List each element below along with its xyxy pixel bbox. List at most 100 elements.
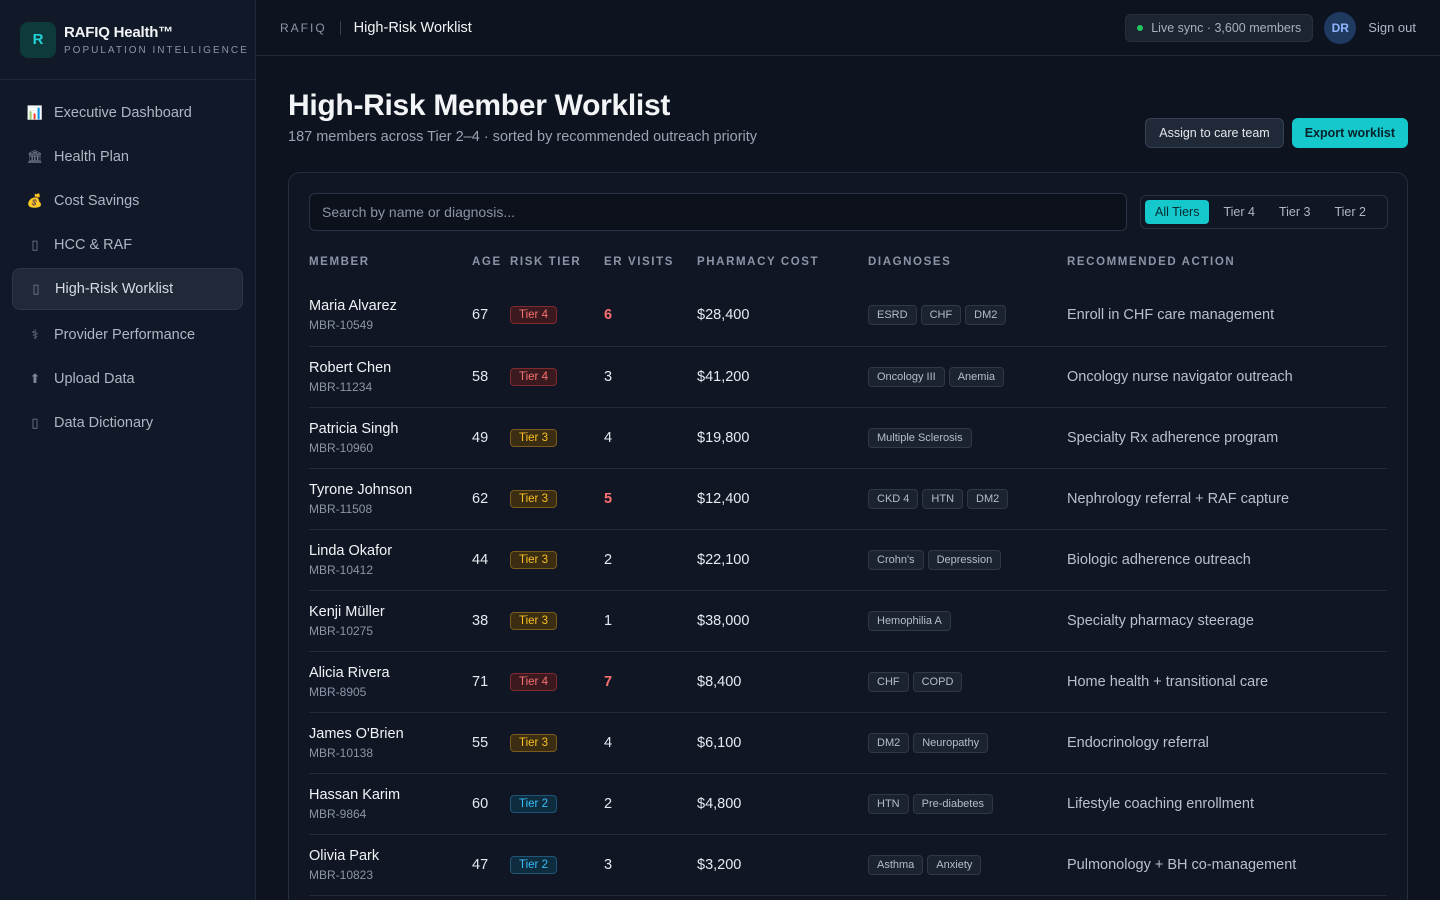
diagnosis-tag: CHF	[868, 671, 909, 692]
table-row[interactable]: Hassan Karim MBR-9864 60 Tier 2 2 $4,800 HTN Pr…	[309, 773, 1387, 835]
table-row[interactable]: Linda Okafor MBR-10412 44 Tier 3 2 $22,100 Cro…	[309, 529, 1387, 591]
recommended-action-cell: Pulmonology + BH co-management	[1067, 834, 1387, 896]
member-id: MBR-8905	[309, 684, 367, 699]
table-row[interactable]: Olivia Park MBR-10823 47 Tier 2 3 $3,200 Asthm…	[309, 834, 1387, 896]
sidebar-item-upload-data[interactable]: ⬆ Upload Data	[12, 358, 243, 400]
sidebar: R RAFIQ Health™ POPULATION INTELLIGENCE …	[0, 0, 256, 900]
risk-tier-badge: Tier 2	[510, 794, 557, 813]
sidebar-item-data-dictionary[interactable]: ▯ Data Dictionary	[12, 402, 243, 444]
tier-filter-all-tiers[interactable]: All Tiers	[1145, 200, 1210, 224]
table-row[interactable]: Maria Alvarez MBR-10549 67 Tier 4 6 $28,400 ES…	[309, 285, 1387, 347]
pharmacy-cost-cell: $8,400	[697, 651, 868, 713]
table-body: Maria Alvarez MBR-10549 67 Tier 4 6 $28,400 ES…	[309, 285, 1387, 896]
table-row[interactable]: Tyrone Johnson MBR-11508 62 Tier 3 5 $12,400 C…	[309, 468, 1387, 530]
column-header-member[interactable]: MEMBER	[309, 256, 370, 268]
member-id: MBR-10412	[309, 562, 374, 577]
diagnoses-cell: Multiple Sclerosis	[868, 407, 1067, 469]
member-name[interactable]: Tyrone Johnson	[309, 481, 413, 498]
member-cell: Maria Alvarez MBR-10549	[309, 285, 472, 347]
diagnoses-cell: Hemophilia A	[868, 590, 1067, 652]
tier-filter: All Tiers Tier 4 Tier 3 Tier 2	[1140, 195, 1388, 229]
table-row[interactable]: James O'Brien MBR-10138 55 Tier 3 4 $6,100 DM2…	[309, 712, 1387, 774]
breadcrumb-current: High-Risk Worklist	[353, 19, 472, 36]
table-row[interactable]: Patricia Singh MBR-10960 49 Tier 3 4 $19,800 M…	[309, 407, 1387, 469]
member-name[interactable]: Hassan Karim	[309, 786, 401, 803]
diagnosis-tag: Anxiety	[927, 854, 982, 875]
live-sync-badge: Live sync · 3,600 members	[1125, 13, 1314, 42]
topbar: RAFIQ High-Risk Worklist Live sync · 3,6…	[256, 0, 1440, 56]
er-visits-cell: 6	[604, 285, 697, 347]
sidebar-item-label: Executive Dashboard	[54, 105, 192, 121]
age-cell: 44	[472, 529, 510, 591]
diagnosis-tag: Multiple Sclerosis	[868, 427, 972, 448]
sidebar-item-high-risk-worklist[interactable]: ▯ High-Risk Worklist	[12, 268, 243, 310]
column-header-er-visits[interactable]: ER VISITS	[604, 256, 674, 268]
table-header-row: MEMBER AGE RISK TIER ER VISITS PHARMACY COST…	[309, 239, 1387, 285]
member-name[interactable]: Patricia Singh	[309, 420, 399, 437]
table-row[interactable]: Alicia Rivera MBR-8905 71 Tier 4 7 $8,400 CHF C…	[309, 651, 1387, 713]
sidebar-item-label: HCC & RAF	[54, 237, 133, 253]
sidebar-item-provider-performance[interactable]: ⚕ Provider Performance	[12, 314, 243, 356]
avatar[interactable]: DR	[1324, 11, 1357, 44]
sidebar-item-cost-savings[interactable]: 💰 Cost Savings	[12, 180, 243, 222]
member-name[interactable]: James O'Brien	[309, 725, 404, 742]
sign-out-link[interactable]: Sign out	[1368, 20, 1416, 35]
diagnosis-tag: CKD 4	[868, 488, 919, 509]
worklist-card: All Tiers Tier 4 Tier 3 Tier 2 MEMBER AGE RIS…	[288, 172, 1408, 900]
search-input[interactable]	[309, 193, 1127, 231]
er-visits-cell: 5	[604, 468, 697, 530]
diagnosis-tag: COPD	[912, 671, 963, 692]
er-visits-cell: 2	[604, 773, 697, 835]
member-name[interactable]: Robert Chen	[309, 359, 392, 376]
member-name[interactable]: Kenji Müller	[309, 603, 385, 620]
diagnosis-tag: HTN	[922, 488, 964, 509]
table-row[interactable]: Kenji Müller MBR-10275 38 Tier 3 1 $38,000 Hem…	[309, 590, 1387, 652]
diagnosis-tag: Asthma	[868, 854, 924, 875]
sidebar-item-label: Health Plan	[54, 149, 129, 165]
er-visits-cell: 4	[604, 407, 697, 469]
sidebar-item-health-plan[interactable]: 🏛 Health Plan	[12, 136, 243, 178]
pharmacy-cost-cell: $6,100	[697, 712, 868, 774]
diagnoses-cell: CHF COPD	[868, 651, 1067, 713]
tier-filter-tier-3[interactable]: Tier 3	[1278, 205, 1311, 219]
member-id: MBR-11508	[309, 501, 373, 516]
tier-filter-tier-4[interactable]: Tier 4	[1223, 205, 1255, 219]
recommended-action-cell: Enroll in CHF care management	[1067, 285, 1387, 347]
er-visits-cell: 1	[604, 590, 697, 652]
member-cell: Robert Chen MBR-11234	[309, 346, 472, 408]
diagnosis-tag: DM2	[868, 732, 910, 753]
member-name[interactable]: Olivia Park	[309, 847, 380, 864]
column-header-recommended-action[interactable]: RECOMMENDED ACTION	[1067, 256, 1236, 268]
pharmacy-cost-cell: $12,400	[697, 468, 868, 530]
page-subtitle: 187 members across Tier 2–4 · sorted by …	[288, 129, 758, 145]
export-worklist-button[interactable]: Export worklist	[1291, 118, 1408, 148]
assign-to-care-team-button[interactable]: Assign to care team	[1145, 118, 1284, 148]
alert-icon: ▯	[32, 281, 40, 296]
column-header-age[interactable]: AGE	[472, 256, 502, 268]
member-name[interactable]: Alicia Rivera	[309, 664, 390, 681]
risk-tier-badge: Tier 3	[510, 489, 557, 508]
sidebar-item-label: Cost Savings	[54, 193, 140, 209]
column-header-diagnoses[interactable]: DIAGNOSES	[868, 256, 952, 268]
sidebar-item-hcc-raf[interactable]: ▯ HCC & RAF	[12, 224, 243, 266]
diagnosis-tag: Anemia	[948, 366, 1004, 387]
diagnoses-cell: CKD 4 HTN DM2	[868, 468, 1067, 530]
risk-tier-badge: Tier 2	[510, 855, 557, 874]
member-name[interactable]: Maria Alvarez	[309, 298, 397, 315]
breadcrumb-root[interactable]: RAFIQ	[280, 20, 327, 35]
member-name[interactable]: Linda Okafor	[309, 542, 393, 559]
recommended-action-cell: Endocrinology referral	[1067, 712, 1387, 774]
column-header-pharmacy-cost[interactable]: PHARMACY COST	[697, 256, 820, 268]
diagnosis-tag: Neuropathy	[913, 732, 989, 753]
column-header-risk-tier[interactable]: RISK TIER	[510, 256, 582, 268]
member-cell: Olivia Park MBR-10823	[309, 834, 472, 896]
member-cell: Linda Okafor MBR-10412	[309, 529, 472, 591]
diagnoses-cell: Asthma Anxiety	[868, 834, 1067, 896]
tier-filter-tier-2[interactable]: Tier 2	[1334, 205, 1366, 219]
risk-tier-cell: Tier 3	[510, 407, 604, 469]
table-row[interactable]: Robert Chen MBR-11234 58 Tier 4 3 $41,200 Onco…	[309, 346, 1387, 408]
risk-tier-cell: Tier 3	[510, 529, 604, 591]
diagnoses-cell: HTN Pre-diabetes	[868, 773, 1067, 835]
sidebar-item-executive-dashboard[interactable]: 📊 Executive Dashboard	[12, 92, 243, 134]
recommended-action-cell: Oncology nurse navigator outreach	[1067, 346, 1387, 408]
